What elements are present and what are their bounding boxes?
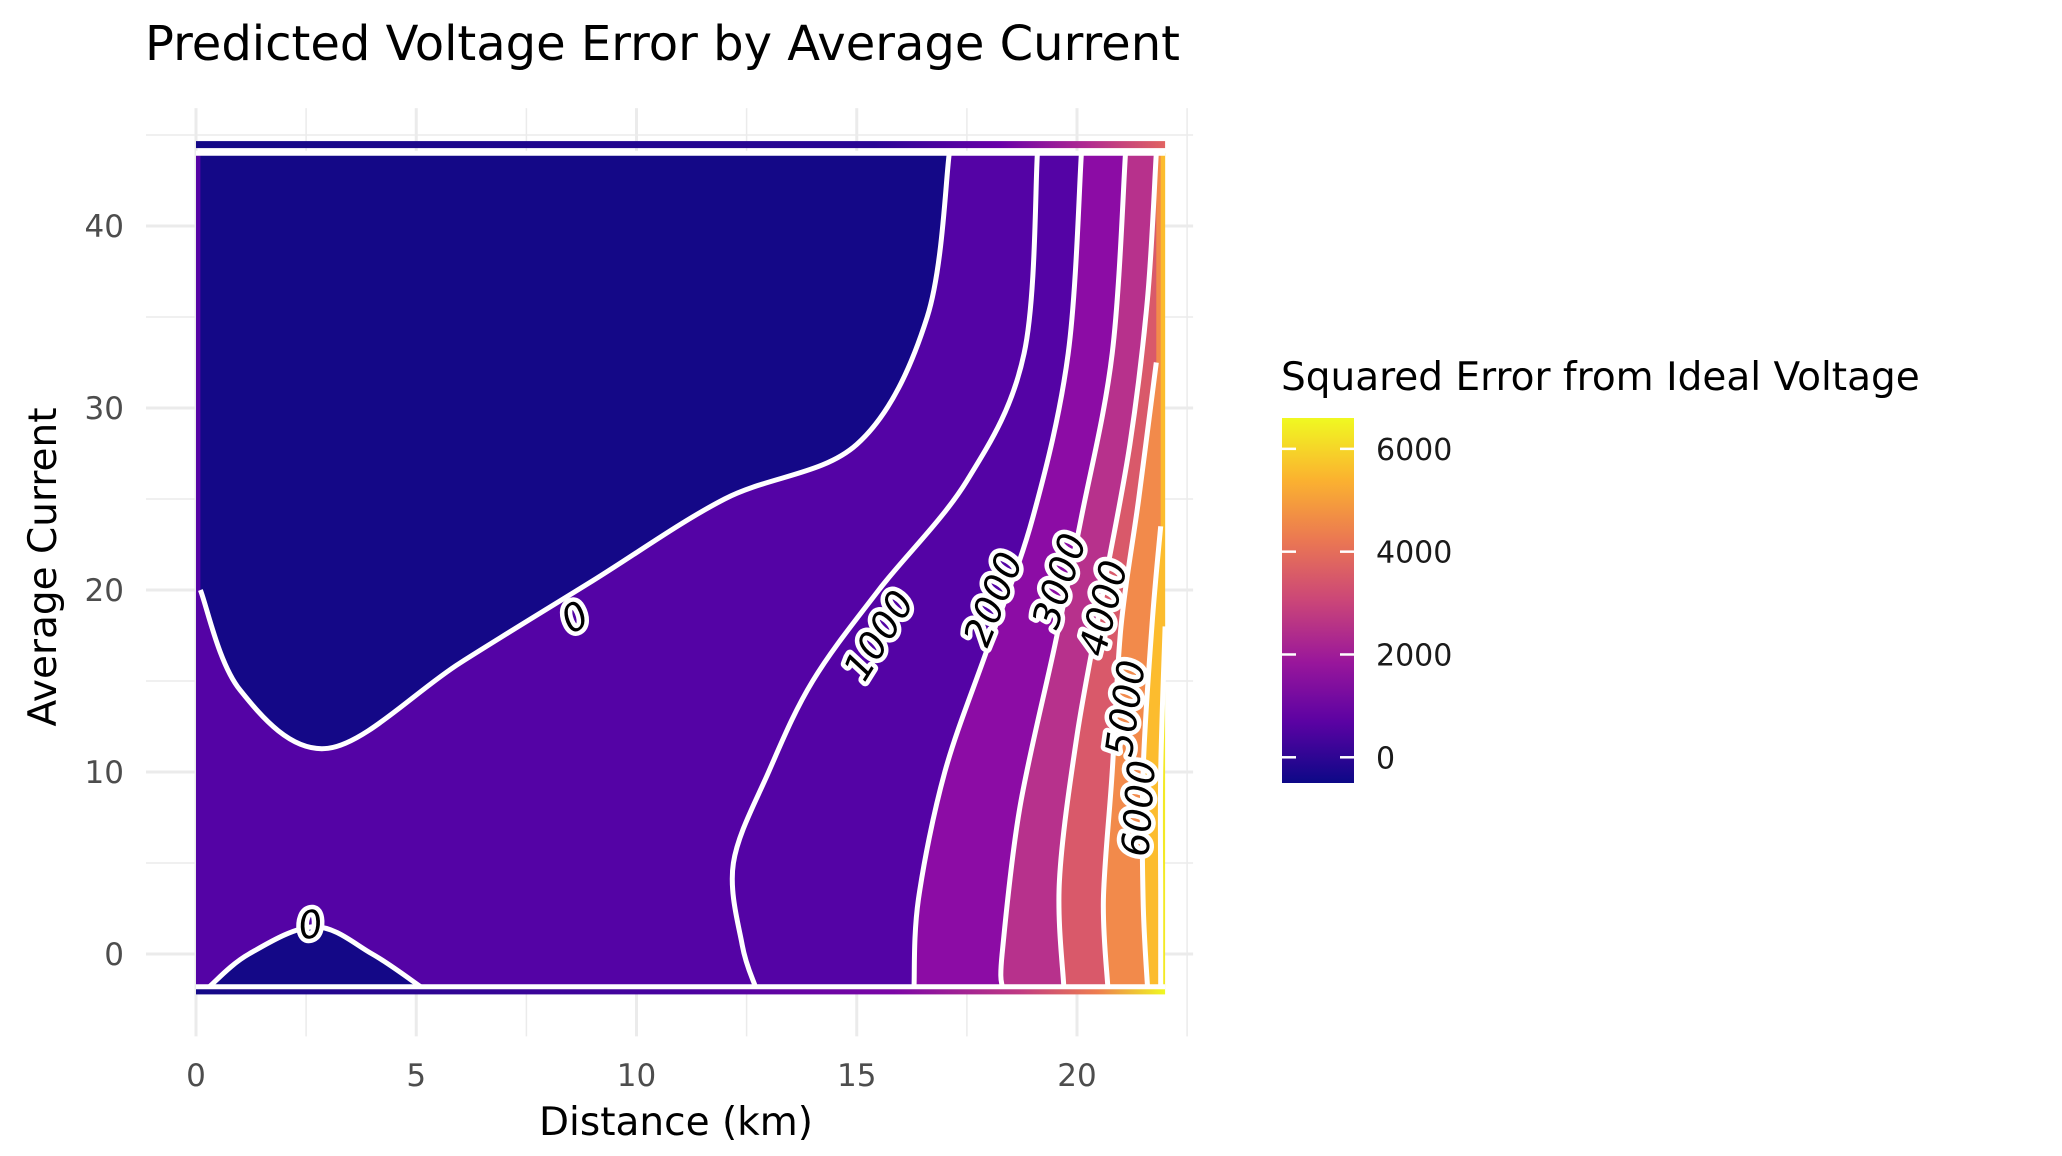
bottom-edge-strip [196, 987, 1166, 995]
x-tick-label: 0 [186, 1058, 206, 1094]
x-axis-title: Distance (km) [539, 1100, 813, 1145]
legend-ticks: 0 2000 4000 6000 [1282, 433, 1452, 776]
y-tick-label: 10 [85, 755, 124, 791]
contour-fill-bands [196, 153, 1166, 987]
y-tick-label: 20 [85, 573, 124, 609]
x-tick-label: 10 [617, 1058, 656, 1094]
edge-strips [196, 141, 1166, 995]
legend: Squared Error from Ideal Voltage 0 2000 40… [1281, 355, 1920, 783]
contour-line-1000 [911, 153, 1084, 987]
contour-line-5000 [1139, 526, 1164, 987]
legend-colorbar [1282, 418, 1354, 783]
x-tick-label: 5 [406, 1058, 426, 1094]
y-axis-title: Average Current [21, 407, 66, 726]
x-tick-label: 20 [1057, 1058, 1096, 1094]
contour-line-4000 [1100, 362, 1159, 987]
axis-ticks: 0 5 10 15 20 0 10 20 30 40 [85, 209, 1097, 1094]
contour-line-0 [729, 153, 1040, 988]
contour-line-0-lower [207, 924, 423, 989]
legend-tick-label: 6000 [1376, 433, 1452, 468]
legend-tick-label: 4000 [1376, 536, 1452, 571]
contour-line-0-upper [198, 152, 952, 752]
legend-title: Squared Error from Ideal Voltage [1281, 355, 1920, 400]
contour-label: 6000 [1113, 759, 1164, 859]
y-tick-label: 40 [85, 209, 124, 245]
legend-tick-label: 2000 [1376, 638, 1452, 673]
contour-line-3000 [1056, 153, 1159, 987]
top-edge-strip [196, 141, 1166, 149]
contour-band-negative [209, 926, 421, 987]
contour-lines [196, 150, 1168, 990]
contour-band-negative [200, 153, 950, 749]
y-tick-label: 0 [104, 937, 124, 973]
y-tick-label: 30 [85, 391, 124, 427]
x-tick-label: 15 [837, 1058, 876, 1094]
chart-title: Predicted Voltage Error by Average Curre… [145, 16, 1180, 72]
contour-line-2000 [998, 153, 1128, 987]
contour-line-6000 [1157, 626, 1168, 987]
legend-tick-label: 0 [1376, 741, 1395, 776]
